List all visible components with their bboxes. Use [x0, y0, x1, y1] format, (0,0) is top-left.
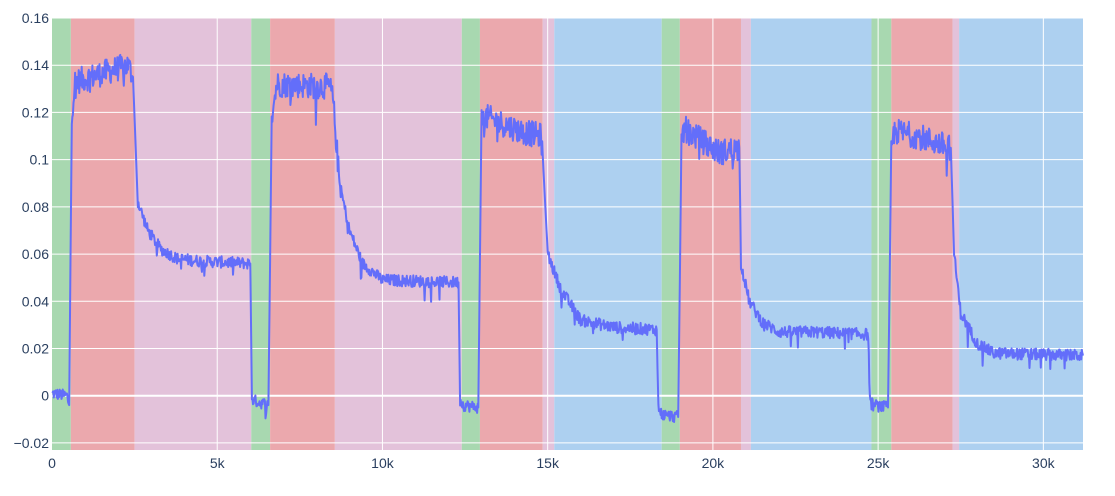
- x-tick-label-4: 20k: [702, 455, 726, 471]
- y-tick-label-6: 0.1: [30, 152, 50, 168]
- band-green-6: [461, 18, 480, 450]
- band-pink-5: [334, 18, 462, 450]
- y-tick-label-1: 0: [41, 388, 49, 404]
- y-tick-label-7: 0.12: [22, 104, 49, 120]
- y-tick-label-4: 0.06: [22, 246, 49, 262]
- band-blue-13: [750, 18, 872, 450]
- background-bands: [52, 18, 1083, 450]
- y-tick-label-5: 0.08: [22, 199, 49, 215]
- band-pink-8: [542, 18, 555, 450]
- band-green-0: [52, 18, 71, 450]
- y-axis: −0.02 0 0.02 0.04 0.06 0.08 0.1 0.12 0.14 0.16: [14, 10, 50, 451]
- y-tick-label-2: 0.02: [22, 340, 49, 356]
- band-red-1: [70, 18, 135, 450]
- band-pink-12: [740, 18, 751, 450]
- x-axis: 0 5k 10k 15k 20k 25k 30k: [48, 455, 1056, 471]
- band-green-3: [251, 18, 271, 450]
- series-line-0: [51, 53, 1084, 423]
- band-red-11: [679, 18, 741, 450]
- series-layer: [51, 53, 1084, 423]
- y-tick-label-9: 0.16: [22, 10, 49, 26]
- x-tick-label-0: 0: [48, 455, 56, 471]
- band-blue-9: [554, 18, 662, 450]
- band-red-15: [891, 18, 953, 450]
- x-tick-label-6: 30k: [1032, 455, 1056, 471]
- y-tick-label-8: 0.14: [22, 57, 49, 73]
- band-pink-2: [134, 18, 252, 450]
- y-tick-label-0: −0.02: [14, 435, 50, 451]
- x-tick-label-3: 15k: [536, 455, 560, 471]
- x-tick-label-5: 25k: [867, 455, 891, 471]
- y-tick-label-3: 0.04: [22, 293, 49, 309]
- x-tick-label-1: 5k: [210, 455, 226, 471]
- band-green-10: [661, 18, 680, 450]
- band-red-7: [479, 18, 543, 450]
- x-tick-label-2: 10k: [371, 455, 395, 471]
- band-green-14: [871, 18, 892, 450]
- band-blue-17: [959, 18, 1083, 450]
- band-pink-16: [952, 18, 960, 450]
